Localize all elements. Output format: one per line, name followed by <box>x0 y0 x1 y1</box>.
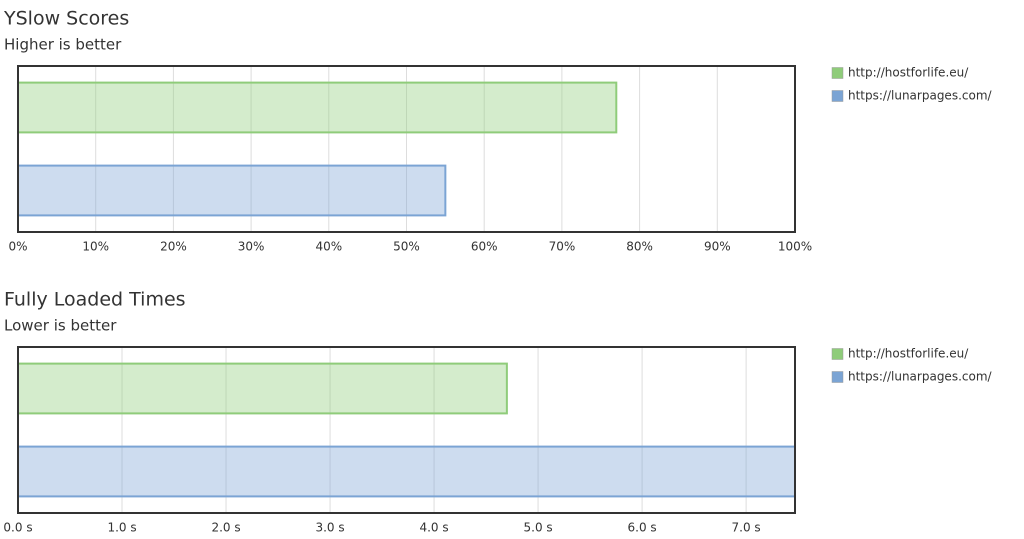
chart-subtitle: Lower is better <box>4 317 117 335</box>
x-tick-label: 30% <box>238 240 265 254</box>
x-tick-label: 0% <box>8 240 27 254</box>
x-tick-label: 10% <box>82 240 109 254</box>
legend-label: https://lunarpages.com/ <box>848 370 993 384</box>
plot-frame <box>17 346 796 514</box>
x-tick-label: 100% <box>778 240 812 254</box>
bar <box>17 164 447 217</box>
legend-swatch <box>831 371 844 383</box>
legend-swatch <box>831 348 844 360</box>
x-tick-label: 3.0 s <box>315 521 344 535</box>
legend-label: http://hostforlife.eu/ <box>848 66 969 80</box>
bar <box>17 362 508 415</box>
plot-frame <box>17 65 796 233</box>
x-tick-label: 40% <box>315 240 342 254</box>
x-tick-label: 60% <box>471 240 498 254</box>
x-tick-label: 6.0 s <box>628 521 657 535</box>
x-tick-label: 4.0 s <box>419 521 448 535</box>
x-tick-label: 90% <box>704 240 731 254</box>
x-tick-label: 70% <box>549 240 576 254</box>
x-tick-label: 5.0 s <box>524 521 553 535</box>
chart-subtitle: Higher is better <box>4 36 122 54</box>
x-tick-label: 0.0 s <box>3 521 32 535</box>
x-tick-label: 1.0 s <box>107 521 136 535</box>
chart-title: Fully Loaded Times <box>4 289 186 311</box>
x-tick-label: 7.0 s <box>732 521 761 535</box>
x-tick-label: 80% <box>626 240 653 254</box>
legend-label: http://hostforlife.eu/ <box>848 347 969 361</box>
x-tick-label: 50% <box>393 240 420 254</box>
bar <box>17 445 796 498</box>
legend-swatch <box>831 67 844 79</box>
legend-label: https://lunarpages.com/ <box>848 89 993 103</box>
chart-title: YSlow Scores <box>3 8 129 30</box>
x-tick-label: 20% <box>160 240 187 254</box>
legend-swatch <box>831 90 844 102</box>
bar <box>17 81 618 134</box>
x-tick-label: 2.0 s <box>211 521 240 535</box>
